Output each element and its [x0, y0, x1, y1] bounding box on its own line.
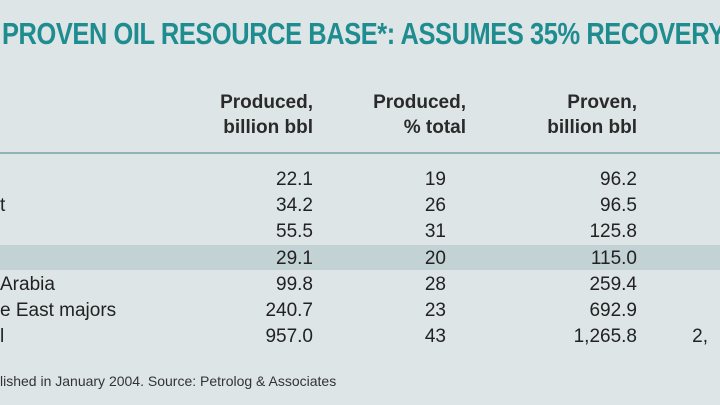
row-label: l [0, 326, 5, 348]
cell: 957.0 [265, 326, 313, 348]
header-line: billion bbl [547, 117, 637, 138]
header-line: Produced, [373, 92, 466, 113]
cell: 31 [424, 221, 446, 243]
row-label: t [0, 195, 6, 217]
cell: 115.0 [590, 247, 637, 269]
header-rule [0, 152, 720, 154]
footnote: lished in January 2004. Source: Petrolog… [0, 373, 337, 389]
cell: 55.5 [276, 221, 313, 243]
header-line: Proven, [567, 92, 637, 113]
cell: 1,265.8 [573, 326, 637, 348]
title: PROVEN OIL RESOURCE BASE*: ASSUMES 35% R… [2, 16, 720, 51]
cell: 19 [424, 169, 446, 190]
cell: 692.9 [589, 300, 637, 321]
header-line: % total [403, 117, 466, 138]
column-header: Produced, billion bbl [220, 90, 313, 140]
row-label: e East majors [0, 300, 117, 321]
header-line: Produced, [220, 92, 313, 113]
cell: 99.8 [276, 273, 313, 295]
cell: 26 [424, 195, 446, 217]
cell: 34.2 [276, 195, 313, 217]
cell: 29.1 [276, 247, 313, 269]
cell: 2, [692, 326, 708, 348]
cell: 125.8 [589, 221, 637, 243]
cell: 23 [424, 300, 446, 321]
cell: 240.7 [265, 300, 313, 321]
cell: 28 [424, 273, 446, 295]
row-label: Arabia [0, 273, 55, 295]
cell: 20 [424, 247, 446, 269]
column-header: Produced, % total [373, 90, 466, 140]
header-line: billion bbl [223, 117, 313, 138]
cell: 96.5 [600, 195, 637, 217]
cell: 43 [424, 326, 446, 348]
cell: 259.4 [589, 273, 637, 295]
cell: 22.1 [276, 169, 313, 190]
highlight-band [0, 245, 720, 270]
cell: 96.2 [600, 169, 637, 190]
column-header: Proven, billion bbl [547, 90, 637, 140]
